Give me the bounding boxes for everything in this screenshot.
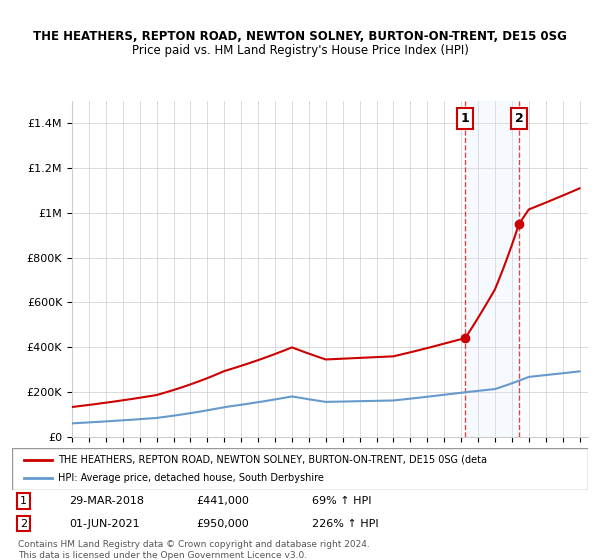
Text: 01-JUN-2021: 01-JUN-2021	[70, 519, 140, 529]
Text: £441,000: £441,000	[196, 496, 249, 506]
Text: 69% ↑ HPI: 69% ↑ HPI	[311, 496, 371, 506]
Text: 2: 2	[20, 519, 27, 529]
Bar	[466, 101, 519, 437]
Text: £950,000: £950,000	[196, 519, 249, 529]
Text: 226% ↑ HPI: 226% ↑ HPI	[311, 519, 378, 529]
Text: Contains HM Land Registry data © Crown copyright and database right 2024.
This d: Contains HM Land Registry data © Crown c…	[18, 540, 370, 559]
Text: 2: 2	[515, 112, 523, 125]
Text: HPI: Average price, detached house, South Derbyshire: HPI: Average price, detached house, Sout…	[58, 473, 324, 483]
Text: 29-MAR-2018: 29-MAR-2018	[70, 496, 145, 506]
Text: 1: 1	[20, 496, 27, 506]
Text: THE HEATHERS, REPTON ROAD, NEWTON SOLNEY, BURTON-ON-TRENT, DE15 0SG (deta: THE HEATHERS, REPTON ROAD, NEWTON SOLNEY…	[58, 455, 487, 465]
Text: THE HEATHERS, REPTON ROAD, NEWTON SOLNEY, BURTON-ON-TRENT, DE15 0SG: THE HEATHERS, REPTON ROAD, NEWTON SOLNEY…	[33, 30, 567, 43]
Text: Price paid vs. HM Land Registry's House Price Index (HPI): Price paid vs. HM Land Registry's House …	[131, 44, 469, 57]
Text: 1: 1	[461, 112, 470, 125]
FancyBboxPatch shape	[12, 448, 588, 490]
